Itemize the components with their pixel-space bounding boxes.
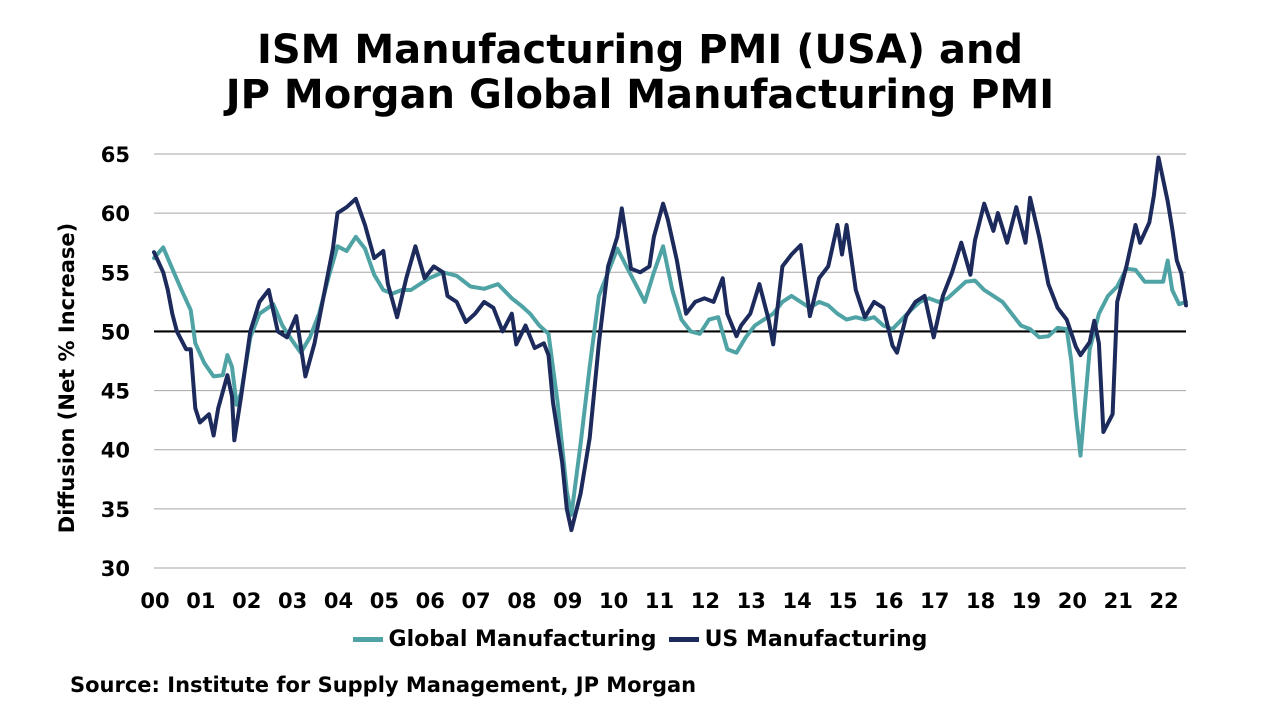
y-tick-label: 35 <box>101 498 130 522</box>
legend-label-us: US Manufacturing <box>704 627 928 652</box>
x-tick-label: 02 <box>232 589 261 613</box>
legend-item-us: US Manufacturing <box>668 627 928 652</box>
legend-label-global: Global Manufacturing <box>388 627 657 652</box>
x-tick-label: 14 <box>783 589 812 613</box>
y-tick-label: 30 <box>101 557 130 581</box>
chart-title: ISM Manufacturing PMI (USA) and JP Morga… <box>0 28 1280 118</box>
x-tick-label: 09 <box>553 589 582 613</box>
y-tick-label: 60 <box>101 202 130 226</box>
legend-swatch-global <box>352 637 383 642</box>
x-tick-label: 11 <box>645 589 674 613</box>
x-tick-label: 05 <box>370 589 399 613</box>
x-tick-label: 12 <box>691 589 720 613</box>
x-tick-label: 17 <box>920 589 949 613</box>
x-tick-label: 00 <box>140 589 169 613</box>
x-tick-label: 20 <box>1058 589 1087 613</box>
y-tick-label: 55 <box>101 261 130 285</box>
x-tick-label: 19 <box>1012 589 1041 613</box>
x-tick-label: 16 <box>874 589 903 613</box>
x-tick-label: 06 <box>416 589 445 613</box>
chart-title-line-1: ISM Manufacturing PMI (USA) and <box>256 27 1024 73</box>
legend: Global Manufacturing US Manufacturing <box>0 627 1280 652</box>
x-tick-labels: 00 01 02 03 04 05 06 07 08 09 10 11 12 13 14 15 16 17 18 19… <box>140 589 1178 613</box>
x-tick-label: 10 <box>599 589 628 613</box>
legend-item-global: Global Manufacturing <box>352 627 657 652</box>
x-tick-label: 01 <box>186 589 215 613</box>
y-tick-label: 65 <box>101 143 130 167</box>
source-note: Source: Institute for Supply Management,… <box>70 673 697 697</box>
y-tick-label: 45 <box>101 380 130 404</box>
x-tick-label: 21 <box>1104 589 1133 613</box>
series-line-us <box>152 155 1188 533</box>
x-tick-label: 03 <box>278 589 307 613</box>
x-tick-label: 13 <box>737 589 766 613</box>
x-tick-label: 08 <box>507 589 536 613</box>
series-lines <box>152 155 1188 533</box>
x-tick-label: 22 <box>1149 589 1178 613</box>
legend-swatch-us <box>668 637 699 642</box>
y-tick-labels: 30 35 40 45 50 55 60 65 <box>101 143 130 581</box>
series-line-global <box>152 234 1188 517</box>
x-tick-label: 07 <box>461 589 490 613</box>
x-tick-label: 18 <box>966 589 995 613</box>
y-tick-label: 40 <box>101 439 130 463</box>
x-tick-label: 15 <box>828 589 857 613</box>
chart-title-line-2: JP Morgan Global Manufacturing PMI <box>225 72 1055 118</box>
y-tick-label: 50 <box>101 320 130 344</box>
x-tick-label: 04 <box>324 589 353 613</box>
